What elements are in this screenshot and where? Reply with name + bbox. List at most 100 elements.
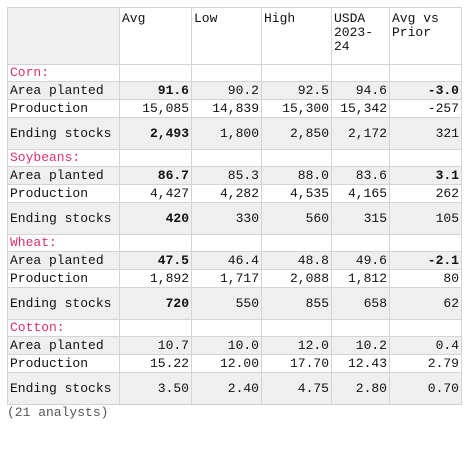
avg-cell: 3.50: [119, 372, 192, 405]
high-cell: 92.5: [261, 81, 332, 100]
section-empty-cell: [331, 319, 390, 337]
avg-cell: 91.6: [119, 81, 192, 100]
high-cell: 2,850: [261, 117, 332, 150]
usda-cell: 49.6: [331, 251, 390, 270]
avg-vs-prior-cell: 2.79: [389, 354, 462, 373]
section-empty-cell: [389, 234, 462, 252]
table-row: Area planted 91.6 90.2 92.5 94.6 -3.0: [7, 81, 462, 100]
table-body: Corn: Area planted 91.6 90.2 92.5 94.6 -3.0 Pro…: [7, 64, 462, 405]
avg-cell: 1,892: [119, 269, 192, 288]
section-row: Soybeans:: [7, 149, 462, 167]
section-row: Wheat:: [7, 234, 462, 252]
table-row: Ending stocks 2,493 1,800 2,850 2,172 321: [7, 117, 462, 150]
header-high: High: [261, 7, 332, 65]
estimates-table-container: Avg Low High USDA 2023-24 Avg vs Prior C…: [7, 7, 462, 420]
row-label: Production: [7, 99, 120, 118]
table-row: Ending stocks 3.50 2.40 4.75 2.80 0.70: [7, 372, 462, 405]
usda-cell: 94.6: [331, 81, 390, 100]
high-cell: 48.8: [261, 251, 332, 270]
low-cell: 550: [191, 287, 262, 320]
section-row: Corn:: [7, 64, 462, 82]
usda-cell: 12.43: [331, 354, 390, 373]
low-cell: 14,839: [191, 99, 262, 118]
row-label: Area planted: [7, 251, 120, 270]
row-label: Area planted: [7, 336, 120, 355]
section-name: Corn:: [7, 64, 120, 82]
usda-cell: 15,342: [331, 99, 390, 118]
table-row: Production 15.22 12.00 17.70 12.43 2.79: [7, 354, 462, 373]
section-empty-cell: [191, 234, 262, 252]
high-cell: 4.75: [261, 372, 332, 405]
section-empty-cell: [261, 64, 332, 82]
avg-vs-prior-cell: 3.1: [389, 166, 462, 185]
high-cell: 88.0: [261, 166, 332, 185]
usda-cell: 1,812: [331, 269, 390, 288]
avg-cell: 720: [119, 287, 192, 320]
row-label: Area planted: [7, 166, 120, 185]
header-low: Low: [191, 7, 262, 65]
row-label: Ending stocks: [7, 202, 120, 235]
header-usda: USDA 2023-24: [331, 7, 390, 65]
avg-cell: 10.7: [119, 336, 192, 355]
row-label: Production: [7, 184, 120, 203]
low-cell: 330: [191, 202, 262, 235]
avg-vs-prior-cell: 0.4: [389, 336, 462, 355]
section-name: Soybeans:: [7, 149, 120, 167]
avg-vs-prior-cell: 321: [389, 117, 462, 150]
avg-cell: 15.22: [119, 354, 192, 373]
avg-vs-prior-cell: 80: [389, 269, 462, 288]
header-avg: Avg: [119, 7, 192, 65]
usda-cell: 2.80: [331, 372, 390, 405]
usda-cell: 658: [331, 287, 390, 320]
low-cell: 1,717: [191, 269, 262, 288]
usda-cell: 315: [331, 202, 390, 235]
table-row: Ending stocks 420 330 560 315 105: [7, 202, 462, 235]
low-cell: 1,800: [191, 117, 262, 150]
section-empty-cell: [119, 64, 192, 82]
row-label: Area planted: [7, 81, 120, 100]
high-cell: 17.70: [261, 354, 332, 373]
section-row: Cotton:: [7, 319, 462, 337]
high-cell: 855: [261, 287, 332, 320]
avg-vs-prior-cell: -257: [389, 99, 462, 118]
usda-cell: 83.6: [331, 166, 390, 185]
avg-cell: 47.5: [119, 251, 192, 270]
analysts-footnote: (21 analysts): [7, 405, 109, 420]
row-label: Production: [7, 354, 120, 373]
section-empty-cell: [389, 319, 462, 337]
row-label: Ending stocks: [7, 372, 120, 405]
low-cell: 85.3: [191, 166, 262, 185]
table-row: Ending stocks 720 550 855 658 62: [7, 287, 462, 320]
table-row: Area planted 10.7 10.0 12.0 10.2 0.4: [7, 336, 462, 355]
section-empty-cell: [191, 149, 262, 167]
avg-vs-prior-cell: 62: [389, 287, 462, 320]
section-empty-cell: [261, 319, 332, 337]
low-cell: 46.4: [191, 251, 262, 270]
section-empty-cell: [389, 149, 462, 167]
section-empty-cell: [191, 319, 262, 337]
row-label: Ending stocks: [7, 117, 120, 150]
table-row: Production 15,085 14,839 15,300 15,342 -257: [7, 99, 462, 118]
table-row: Production 4,427 4,282 4,535 4,165 262: [7, 184, 462, 203]
avg-vs-prior-cell: 0.70: [389, 372, 462, 405]
low-cell: 90.2: [191, 81, 262, 100]
row-label: Ending stocks: [7, 287, 120, 320]
usda-cell: 2,172: [331, 117, 390, 150]
usda-cell: 4,165: [331, 184, 390, 203]
high-cell: 2,088: [261, 269, 332, 288]
high-cell: 12.0: [261, 336, 332, 355]
section-empty-cell: [331, 64, 390, 82]
header-row: Avg Low High USDA 2023-24 Avg vs Prior: [7, 7, 462, 65]
low-cell: 10.0: [191, 336, 262, 355]
avg-vs-prior-cell: -2.1: [389, 251, 462, 270]
section-name: Wheat:: [7, 234, 120, 252]
low-cell: 2.40: [191, 372, 262, 405]
section-empty-cell: [261, 149, 332, 167]
section-name: Cotton:: [7, 319, 120, 337]
section-empty-cell: [119, 149, 192, 167]
section-empty-cell: [191, 64, 262, 82]
section-empty-cell: [331, 149, 390, 167]
section-empty-cell: [331, 234, 390, 252]
usda-cell: 10.2: [331, 336, 390, 355]
section-empty-cell: [389, 64, 462, 82]
